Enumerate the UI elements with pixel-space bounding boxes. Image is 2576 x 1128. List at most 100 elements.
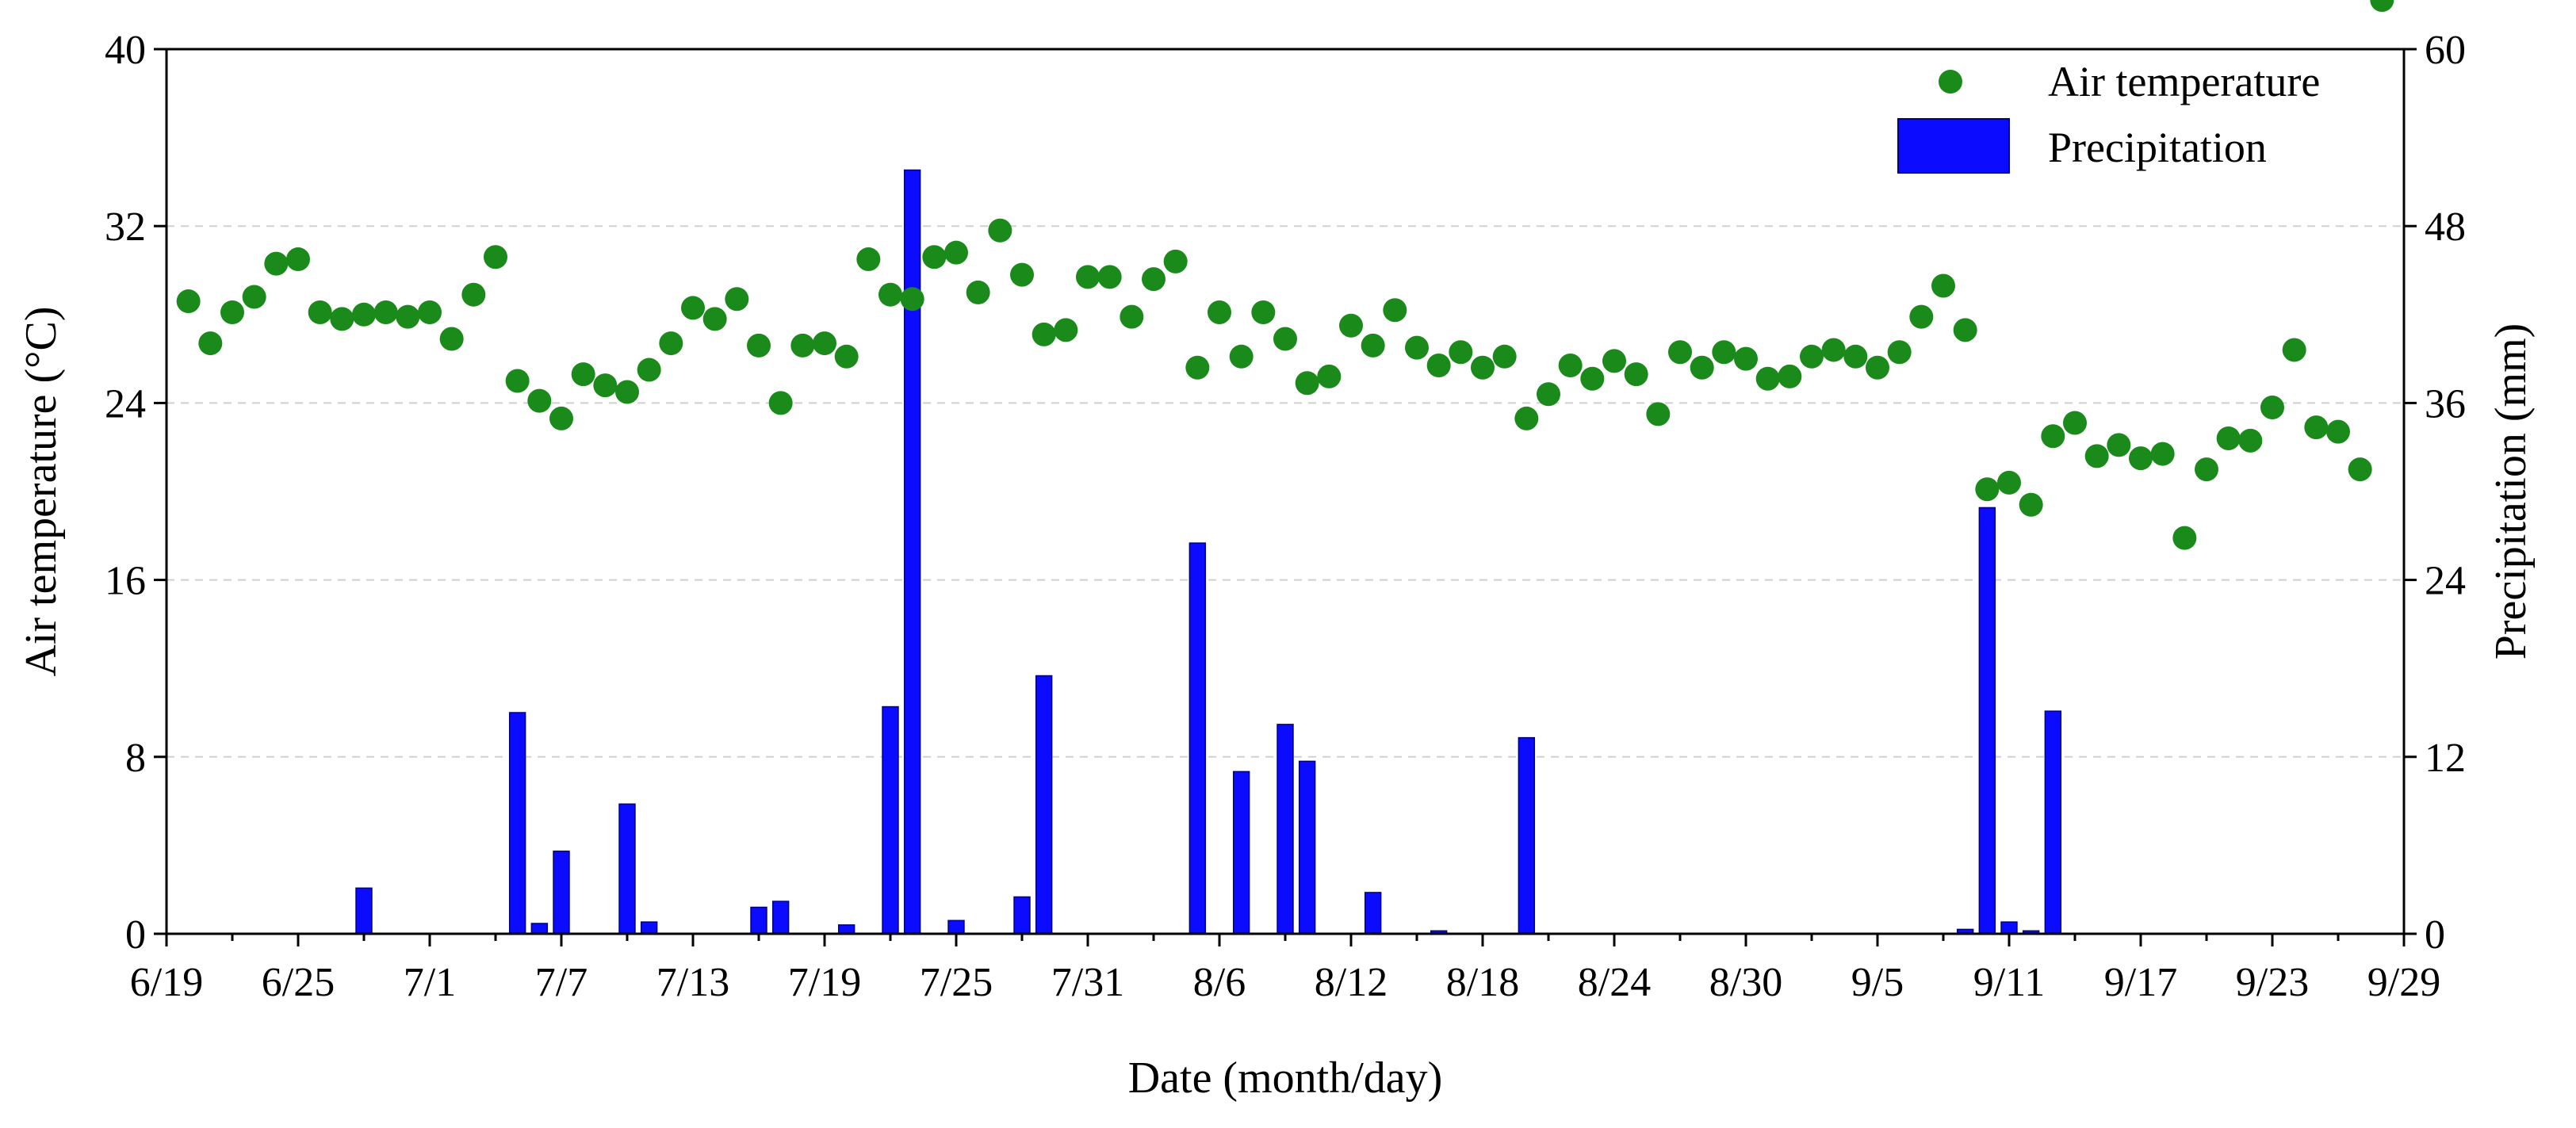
right-y-tick-label: 0: [2425, 912, 2445, 958]
precipitation-bar: [2000, 921, 2018, 935]
legend-precipitation-label: Precipitation: [2048, 124, 2267, 171]
temperature-point: [1558, 353, 1583, 377]
temperature-point: [373, 300, 398, 325]
x-tick-label: 9/11: [1973, 960, 2046, 1005]
precipitation-bar: [1013, 896, 1031, 935]
temperature-point: [2238, 428, 2263, 453]
temperature-point: [461, 282, 486, 307]
temperature-point: [198, 331, 223, 356]
precipitation-bar: [947, 920, 965, 935]
temperature-point: [439, 327, 464, 351]
temperature-point: [220, 300, 244, 325]
temperature-point: [1449, 340, 1473, 365]
right-y-tick-label: 36: [2425, 381, 2466, 426]
temperature-point: [527, 388, 552, 413]
temperature-point: [1251, 300, 1276, 325]
right-y-tick-label: 48: [2425, 205, 2466, 250]
temperature-point: [1624, 362, 1648, 387]
precipitation-bar: [508, 712, 526, 935]
right-y-axis-title: Precipitation (mm): [2486, 323, 2536, 660]
temperature-point: [637, 358, 661, 382]
grid-layer: [167, 225, 2404, 758]
temperature-point: [1975, 477, 2000, 502]
temperature-point: [747, 333, 771, 358]
temperature-point: [1120, 304, 1144, 329]
temperature-point: [615, 380, 639, 404]
temperature-point: [2195, 457, 2218, 482]
temperature-point: [396, 304, 420, 329]
precipitation-bar: [771, 900, 790, 935]
x-tick-label: 9/17: [2104, 960, 2177, 1005]
legend-temperature-label: Air temperature: [2048, 58, 2320, 105]
temperature-point: [1953, 318, 1977, 342]
temperature-point: [484, 245, 507, 270]
temperature-point: [2019, 492, 2043, 517]
x-tick-label: 8/24: [1578, 960, 1651, 1005]
temperature-point: [571, 362, 595, 387]
temperature-point: [505, 369, 530, 393]
temperature-point: [988, 218, 1012, 243]
temperature-point: [176, 289, 201, 314]
x-tick-label: 6/19: [130, 960, 203, 1005]
temperature-point: [1295, 371, 1319, 396]
temperature-point: [1690, 355, 1714, 380]
temperature-point: [1755, 366, 1780, 391]
x-ticks: 6/19 6/25 7/1 7/7 7/13 7/19 7/25 7/31 8/6 8/12 8/1…: [130, 934, 2440, 1005]
x-tick-label: 7/13: [656, 960, 729, 1005]
temperature-point: [922, 245, 947, 270]
temperature-point: [1997, 470, 2021, 495]
precipitation-bar: [750, 906, 767, 935]
temperature-point: [2304, 415, 2329, 440]
temperature-point: [1734, 346, 1758, 371]
left-y-tick-label: 40: [105, 28, 146, 73]
temperature-point: [264, 251, 289, 276]
precipitation-bar: [618, 803, 636, 935]
precipitation-bar: [640, 921, 658, 935]
temperature-point: [2041, 424, 2065, 449]
x-tick-label: 8/6: [1193, 960, 1246, 1005]
precipitation-bar: [882, 705, 899, 935]
temperature-point: [659, 331, 683, 356]
temperature-point: [1800, 344, 1824, 369]
temperature-point: [2216, 426, 2241, 451]
precipitation-bar: [1518, 736, 1536, 935]
temperature-point: [1361, 333, 1385, 358]
x-tick-label: 8/18: [1446, 960, 1519, 1005]
x-tick-label: 9/29: [2367, 960, 2440, 1005]
temperature-point: [1405, 335, 1429, 360]
temperature-point: [2129, 446, 2153, 471]
right-y-tick-label: 24: [2425, 559, 2466, 604]
x-axis-title: Date (month/day): [1128, 1053, 1443, 1103]
precipitation-bar: [1364, 892, 1382, 935]
precipitation-bar: [553, 851, 570, 935]
precipitation-bar: [2044, 710, 2062, 935]
temperature-point: [1273, 327, 1297, 351]
left-y-tick-label: 0: [125, 912, 146, 958]
temperature-point: [330, 307, 354, 331]
right-y-ticks: 0 12 24 36 48 60: [2404, 28, 2466, 958]
temperature-point: [418, 300, 442, 325]
x-tick-label: 7/19: [788, 960, 861, 1005]
temperature-point: [1646, 402, 1671, 426]
temperature-point: [352, 302, 376, 327]
temperature-point: [834, 344, 859, 369]
temperature-point: [1426, 353, 1451, 377]
x-tick-label: 9/23: [2236, 960, 2309, 1005]
temperature-point: [2260, 395, 2284, 419]
precipitation-bar: [1277, 724, 1294, 935]
temperature-point: [1208, 300, 1231, 325]
temperature-point: [1931, 273, 1955, 298]
temperature-point: [856, 247, 881, 272]
precipitation-bar: [1188, 542, 1207, 935]
precipitation-bar: [837, 924, 855, 935]
precipitation-bar: [1035, 675, 1053, 935]
temperature-point: [878, 282, 902, 307]
temperature-point: [308, 300, 332, 325]
temperature-point: [1580, 366, 1605, 391]
legend-temperature-marker: [1939, 70, 1962, 94]
precipitation-bar: [530, 923, 549, 935]
x-tick-label: 8/12: [1315, 960, 1388, 1005]
x-tick-label: 7/1: [404, 960, 456, 1005]
